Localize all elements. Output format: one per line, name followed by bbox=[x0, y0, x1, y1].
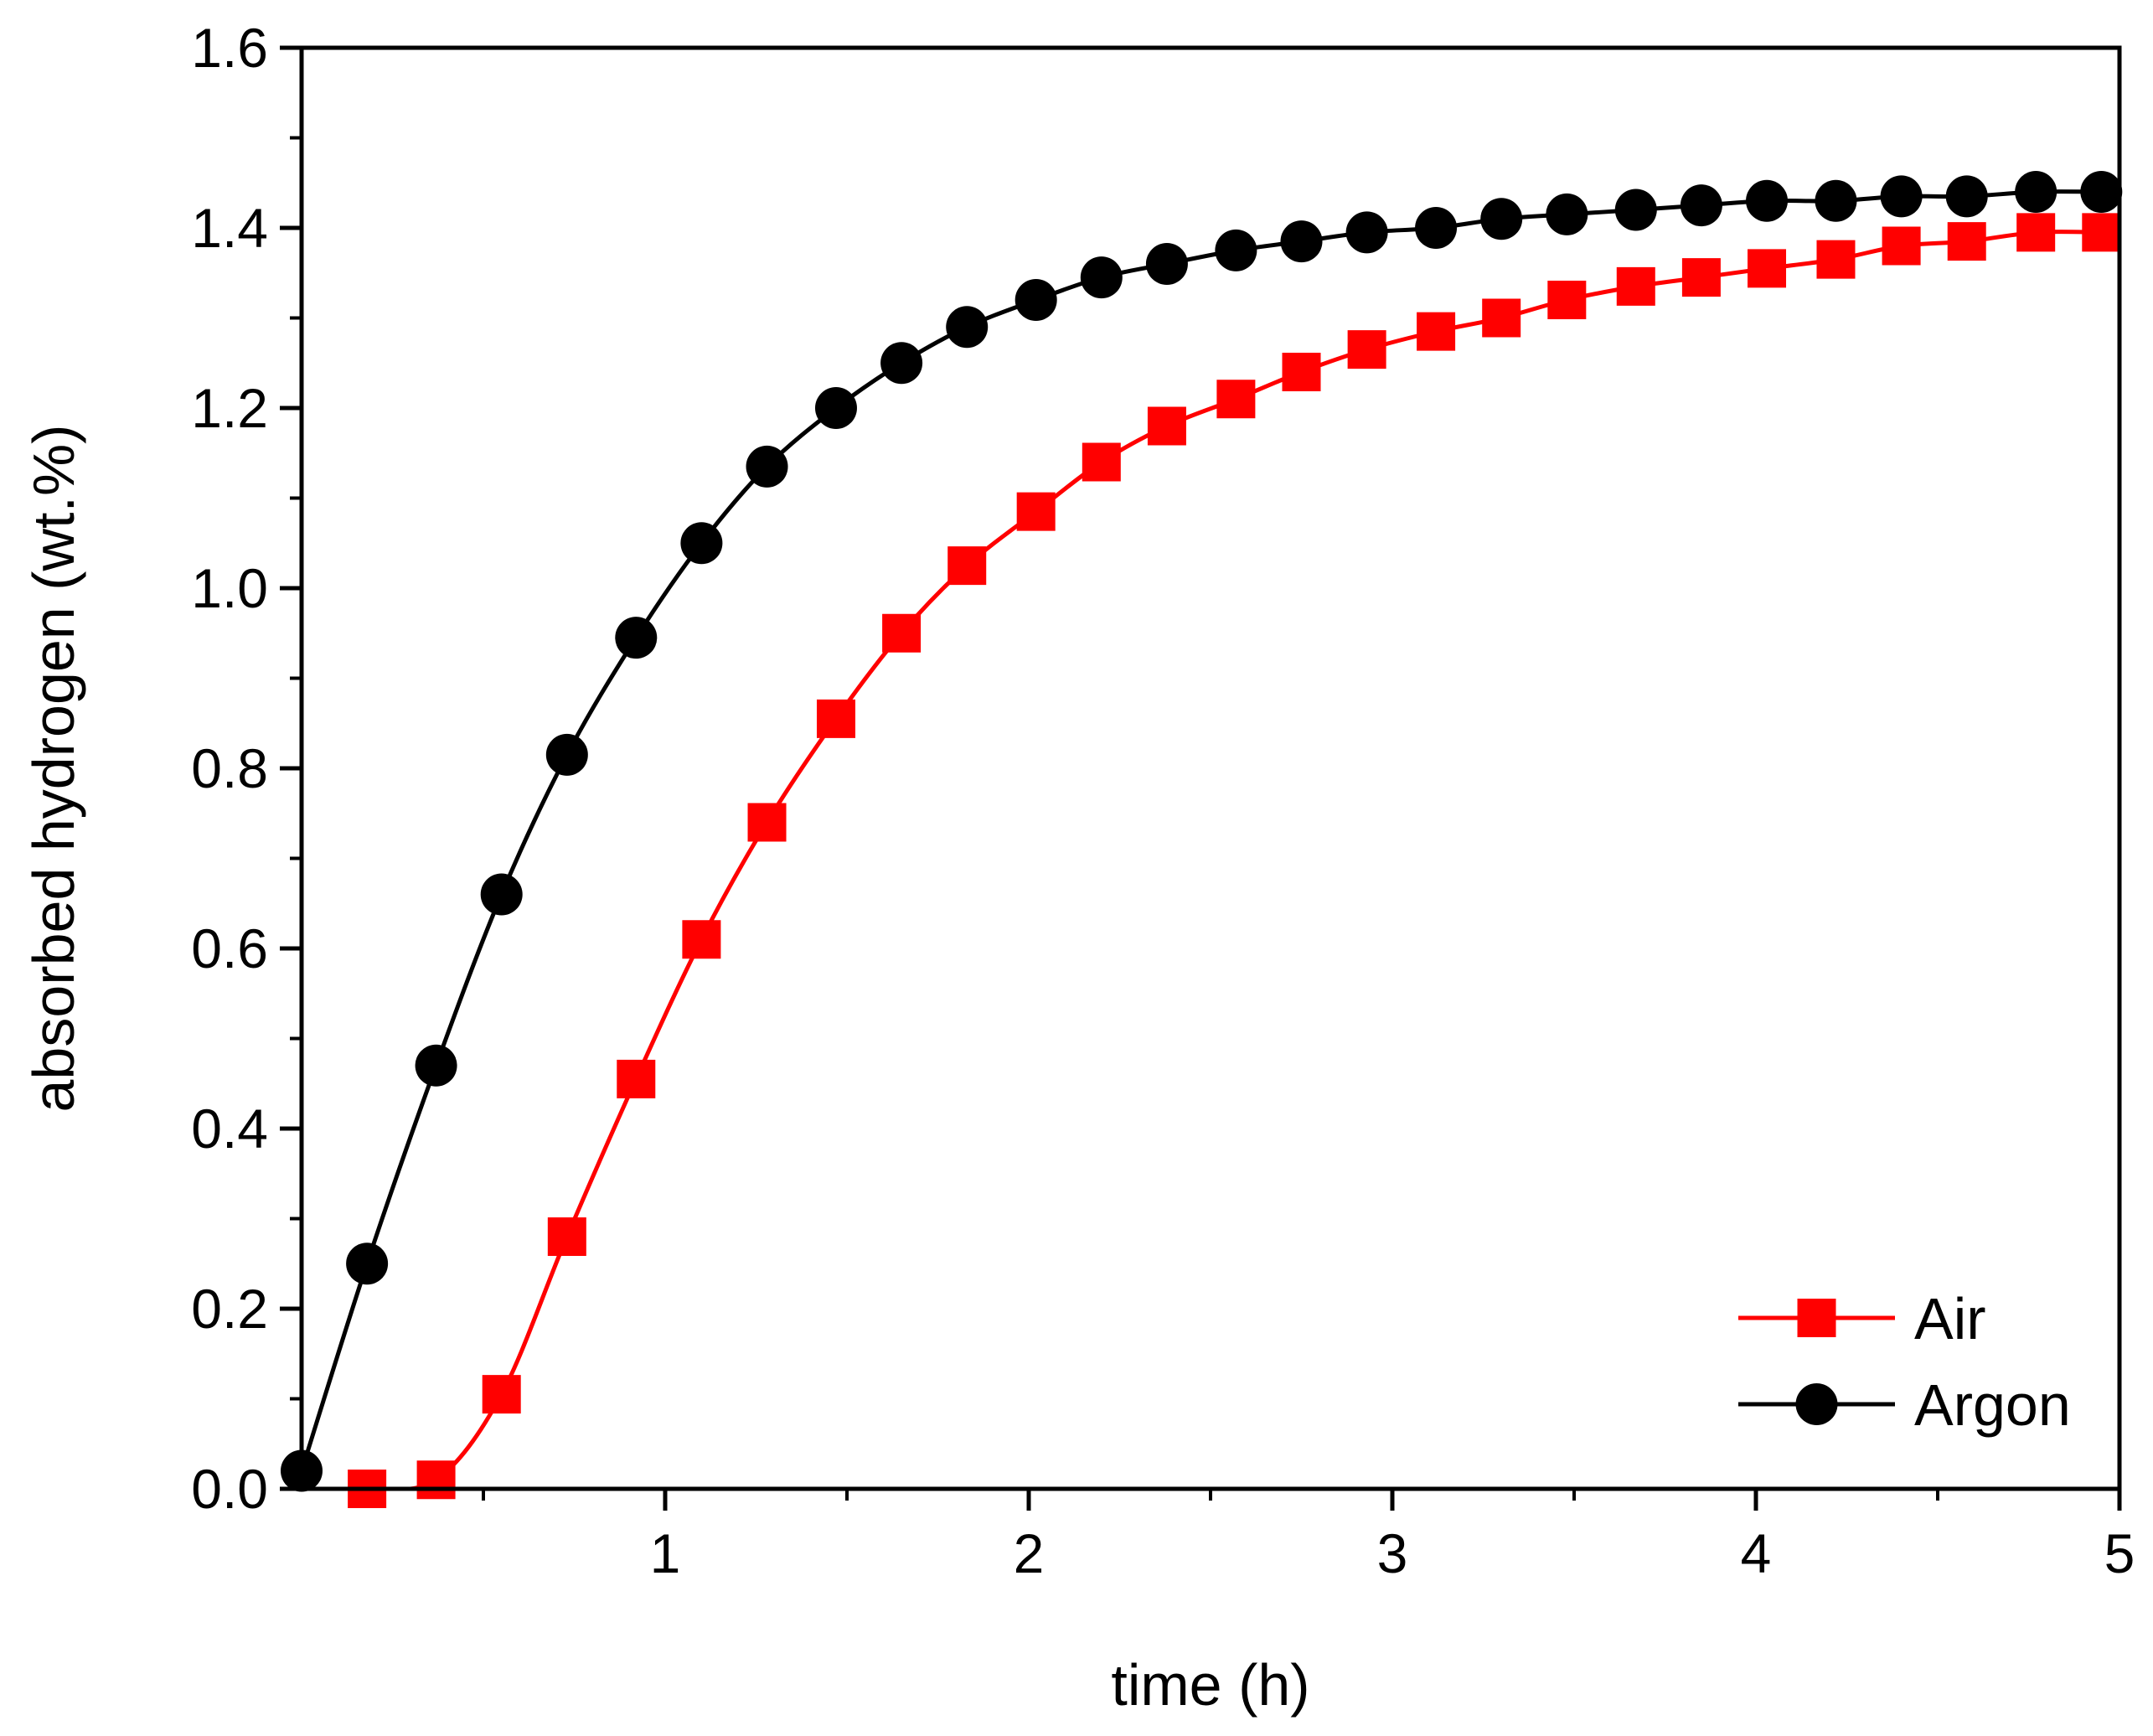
data-point-argon bbox=[1215, 229, 1257, 271]
legend-label: Argon bbox=[1914, 1372, 2071, 1438]
data-point-air bbox=[1147, 406, 1186, 446]
data-point-argon bbox=[415, 1044, 457, 1087]
legend: Air Argon bbox=[1738, 1286, 2071, 1438]
x-tick-label: 2 bbox=[1014, 1522, 1045, 1584]
data-point-argon bbox=[1480, 198, 1523, 240]
data-point-argon bbox=[1945, 175, 1988, 218]
data-point-air bbox=[617, 1059, 656, 1098]
series-line-air bbox=[366, 230, 2102, 1489]
y-tick-label: 1.2 bbox=[191, 377, 268, 439]
data-point-air bbox=[547, 1217, 586, 1256]
legend-marker bbox=[1795, 1383, 1838, 1425]
data-point-argon bbox=[1546, 193, 1588, 235]
series-air bbox=[348, 213, 2121, 1508]
data-point-air bbox=[482, 1375, 521, 1414]
y-tick-label: 0.0 bbox=[191, 1458, 268, 1520]
data-point-air bbox=[1547, 281, 1587, 319]
data-point-argon bbox=[2015, 171, 2057, 213]
data-point-argon bbox=[1145, 243, 1188, 285]
data-point-air bbox=[1748, 249, 1787, 288]
y-axis-title: absorbed hydrogen (wt.%) bbox=[21, 425, 86, 1113]
data-point-air bbox=[816, 699, 855, 738]
data-point-air bbox=[2082, 213, 2121, 252]
x-tick-label: 1 bbox=[650, 1522, 681, 1584]
y-tick-label: 1.0 bbox=[191, 557, 268, 619]
data-point-air bbox=[2016, 213, 2056, 252]
data-point-argon bbox=[746, 445, 788, 488]
x-tick-label: 3 bbox=[1377, 1522, 1408, 1584]
data-point-air bbox=[747, 803, 787, 842]
data-point-argon bbox=[814, 387, 857, 429]
y-tick-label: 0.4 bbox=[191, 1098, 268, 1160]
y-tick-label: 1.4 bbox=[191, 197, 268, 259]
data-point-argon bbox=[1815, 179, 1857, 222]
y-tick-label: 1.6 bbox=[191, 17, 268, 79]
legend-item-argon: Argon bbox=[1738, 1372, 2071, 1438]
series-line-argon bbox=[302, 189, 2102, 1472]
data-point-argon bbox=[1015, 279, 1057, 321]
x-tick-label: 4 bbox=[1741, 1522, 1772, 1584]
data-point-argon bbox=[880, 342, 923, 385]
x-tick-label: 5 bbox=[2104, 1522, 2135, 1584]
data-point-air bbox=[416, 1460, 456, 1500]
y-tick-label: 0.2 bbox=[191, 1278, 268, 1340]
y-tick-label: 0.6 bbox=[191, 917, 268, 979]
series-layer bbox=[281, 171, 2123, 1508]
data-point-air bbox=[1282, 353, 1321, 391]
data-point-air bbox=[947, 546, 987, 586]
data-point-air bbox=[1681, 258, 1721, 297]
data-point-air bbox=[682, 920, 721, 959]
data-point-argon bbox=[1680, 184, 1722, 227]
data-point-air bbox=[1482, 298, 1521, 338]
data-point-argon bbox=[480, 873, 523, 916]
data-point-argon bbox=[1280, 220, 1323, 263]
x-axis-title: time (h) bbox=[1111, 1652, 1309, 1718]
data-point-argon bbox=[615, 617, 658, 659]
data-point-argon bbox=[946, 306, 989, 349]
legend-marker bbox=[1797, 1299, 1836, 1337]
series-argon bbox=[281, 171, 2123, 1492]
data-point-air bbox=[1082, 442, 1121, 482]
data-point-argon bbox=[1415, 207, 1458, 249]
data-point-air bbox=[1816, 240, 1856, 279]
data-point-argon bbox=[1614, 189, 1657, 231]
data-point-air bbox=[1417, 312, 1456, 351]
legend-label: Air bbox=[1914, 1286, 1986, 1351]
data-point-argon bbox=[1345, 211, 1388, 254]
data-point-argon bbox=[1746, 179, 1789, 222]
data-point-argon bbox=[1880, 175, 1923, 218]
y-tick-label: 0.8 bbox=[191, 737, 268, 799]
legend-item-air: Air bbox=[1738, 1286, 1986, 1351]
axis-layer: 0.0 0.2 0.4 0.6 0.8 1.0 1.2 1.4 1.6 1 2 3 4 5 bbox=[191, 17, 2135, 1584]
data-point-air bbox=[1016, 492, 1056, 531]
data-point-air bbox=[1882, 226, 1921, 266]
data-point-air bbox=[882, 613, 922, 653]
data-point-argon bbox=[346, 1243, 389, 1285]
data-point-air bbox=[1947, 222, 1986, 261]
data-point-argon bbox=[545, 733, 588, 776]
data-point-air bbox=[1216, 380, 1256, 419]
data-point-argon bbox=[1080, 256, 1123, 299]
data-point-argon bbox=[2080, 171, 2123, 213]
data-point-argon bbox=[680, 522, 723, 565]
data-point-air bbox=[1616, 266, 1655, 306]
data-point-air bbox=[1347, 330, 1386, 369]
